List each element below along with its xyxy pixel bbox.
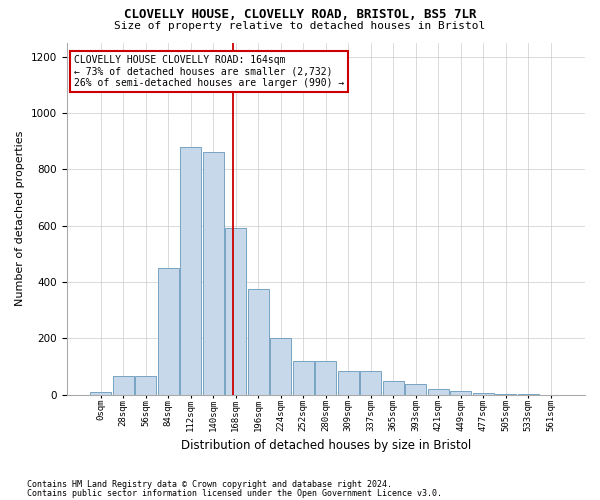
Text: Contains public sector information licensed under the Open Government Licence v3: Contains public sector information licen… bbox=[27, 489, 442, 498]
Text: Contains HM Land Registry data © Crown copyright and database right 2024.: Contains HM Land Registry data © Crown c… bbox=[27, 480, 392, 489]
Bar bbox=[225, 228, 247, 395]
Bar bbox=[360, 371, 382, 395]
Bar bbox=[180, 147, 202, 395]
Bar bbox=[158, 268, 179, 395]
Bar bbox=[203, 152, 224, 395]
X-axis label: Distribution of detached houses by size in Bristol: Distribution of detached houses by size … bbox=[181, 440, 471, 452]
Text: Size of property relative to detached houses in Bristol: Size of property relative to detached ho… bbox=[115, 21, 485, 31]
Bar bbox=[113, 376, 134, 395]
Bar bbox=[338, 371, 359, 395]
Bar bbox=[428, 389, 449, 395]
Bar bbox=[315, 361, 337, 395]
Bar bbox=[135, 376, 157, 395]
Bar bbox=[495, 394, 517, 395]
Bar bbox=[450, 390, 472, 395]
Bar bbox=[90, 392, 112, 395]
Y-axis label: Number of detached properties: Number of detached properties bbox=[15, 131, 25, 306]
Bar bbox=[270, 338, 292, 395]
Text: CLOVELLY HOUSE, CLOVELLY ROAD, BRISTOL, BS5 7LR: CLOVELLY HOUSE, CLOVELLY ROAD, BRISTOL, … bbox=[124, 8, 476, 20]
Text: CLOVELLY HOUSE CLOVELLY ROAD: 164sqm
← 73% of detached houses are smaller (2,732: CLOVELLY HOUSE CLOVELLY ROAD: 164sqm ← 7… bbox=[74, 55, 344, 88]
Bar bbox=[473, 394, 494, 395]
Bar bbox=[383, 380, 404, 395]
Bar bbox=[248, 289, 269, 395]
Bar bbox=[405, 384, 427, 395]
Bar bbox=[293, 361, 314, 395]
